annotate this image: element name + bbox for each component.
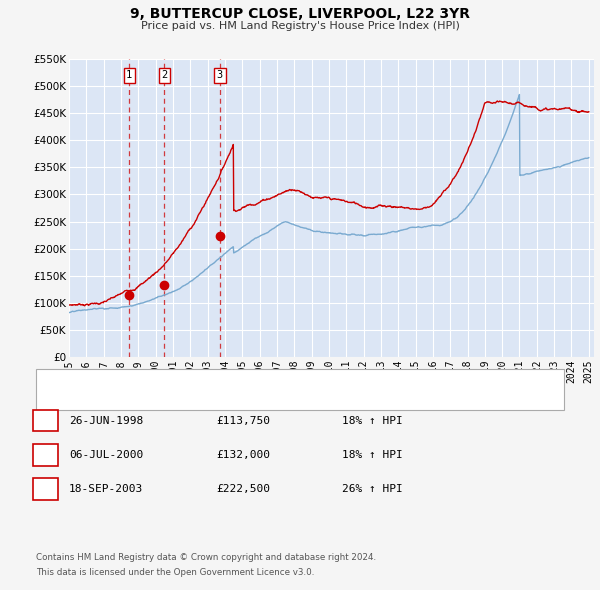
Text: 06-JUL-2000: 06-JUL-2000 xyxy=(69,450,143,460)
Text: 9, BUTTERCUP CLOSE, LIVERPOOL, L22 3YR: 9, BUTTERCUP CLOSE, LIVERPOOL, L22 3YR xyxy=(130,7,470,21)
Text: 1: 1 xyxy=(42,416,49,425)
Text: 3: 3 xyxy=(217,70,223,80)
Text: 2: 2 xyxy=(42,450,49,460)
Text: This data is licensed under the Open Government Licence v3.0.: This data is licensed under the Open Gov… xyxy=(36,568,314,577)
Text: Contains HM Land Registry data © Crown copyright and database right 2024.: Contains HM Land Registry data © Crown c… xyxy=(36,553,376,562)
Text: £113,750: £113,750 xyxy=(216,416,270,425)
Text: 18% ↑ HPI: 18% ↑ HPI xyxy=(342,416,403,425)
Text: Price paid vs. HM Land Registry's House Price Index (HPI): Price paid vs. HM Land Registry's House … xyxy=(140,21,460,31)
Text: 3: 3 xyxy=(42,484,49,494)
Text: 26% ↑ HPI: 26% ↑ HPI xyxy=(342,484,403,494)
Text: 26-JUN-1998: 26-JUN-1998 xyxy=(69,416,143,425)
Text: 9, BUTTERCUP CLOSE, LIVERPOOL, L22 3YR (detached house): 9, BUTTERCUP CLOSE, LIVERPOOL, L22 3YR (… xyxy=(75,376,382,385)
Text: 2: 2 xyxy=(161,70,167,80)
Text: 18% ↑ HPI: 18% ↑ HPI xyxy=(342,450,403,460)
Text: 18-SEP-2003: 18-SEP-2003 xyxy=(69,484,143,494)
Text: HPI: Average price, detached house, Sefton: HPI: Average price, detached house, Seft… xyxy=(75,394,292,403)
Text: £222,500: £222,500 xyxy=(216,484,270,494)
Text: £132,000: £132,000 xyxy=(216,450,270,460)
Text: 1: 1 xyxy=(126,70,133,80)
